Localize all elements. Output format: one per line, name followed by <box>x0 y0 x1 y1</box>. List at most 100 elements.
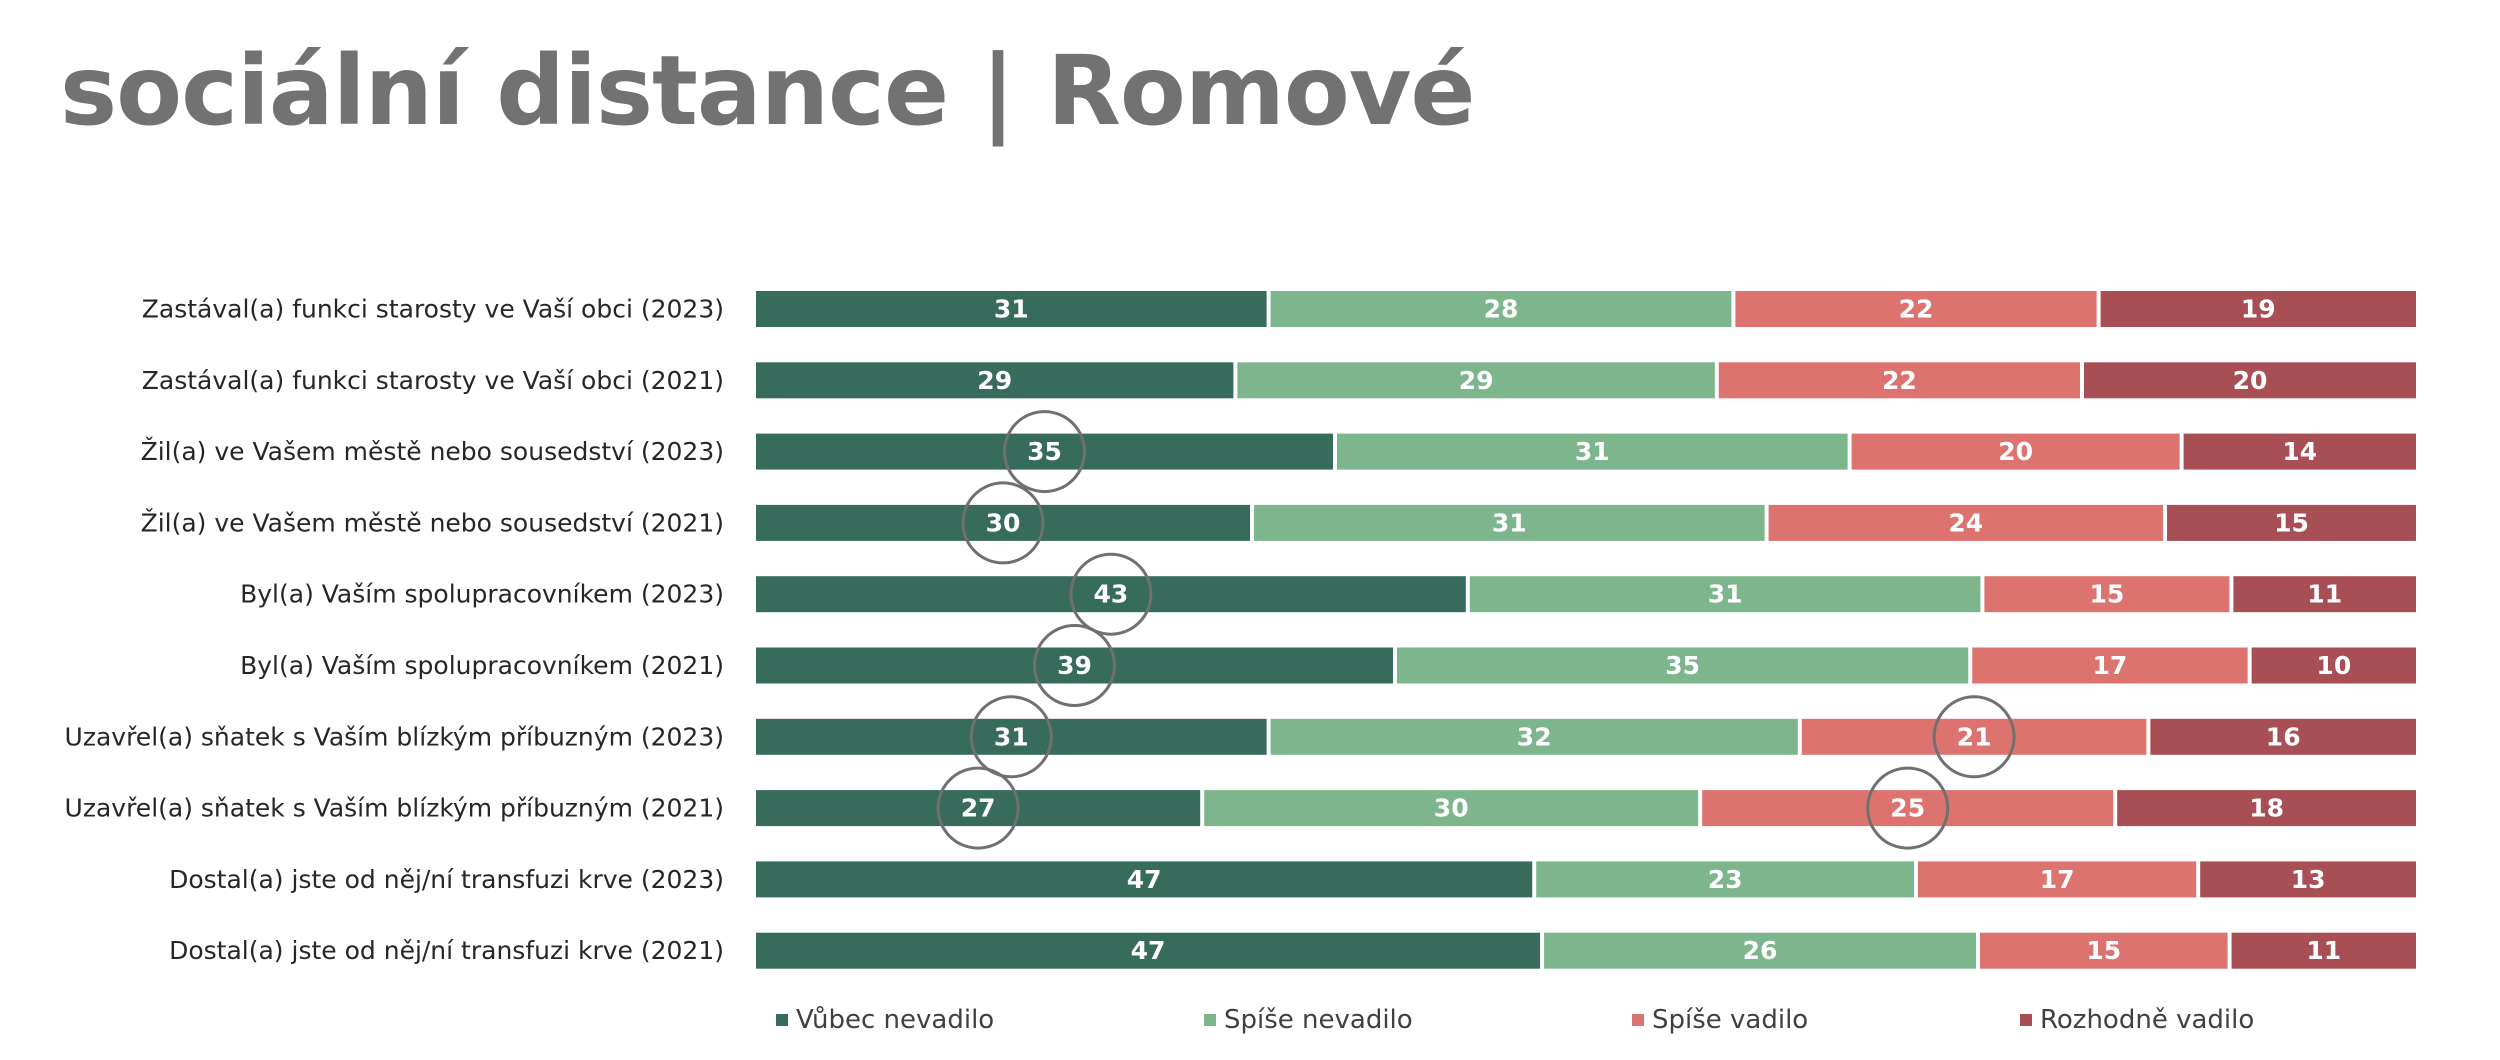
legend-swatch <box>2020 1014 2032 1026</box>
bar-segment <box>1544 932 1977 969</box>
bar-segment <box>2233 576 2416 613</box>
legend-label: Vůbec nevadilo <box>796 1005 994 1035</box>
bar-segment <box>1918 861 2197 898</box>
data-label: 26 <box>1743 936 1778 965</box>
bar-segment <box>1469 576 1981 613</box>
highlight-circle <box>1069 552 1153 636</box>
category-label: Žil(a) ve Vašem městě nebo sousedství (2… <box>141 437 724 466</box>
data-label: 27 <box>961 794 996 823</box>
bar-row: Dostal(a) jste od něj/ní transfuzi krve … <box>169 932 2416 969</box>
data-label: 30 <box>986 508 1021 537</box>
bar-segment <box>2100 291 2416 327</box>
bar-segment <box>1768 504 2163 541</box>
legend-label: Rozhodně vadilo <box>2040 1005 2254 1035</box>
bar-segment <box>756 504 1250 541</box>
bar-segment <box>2150 718 2416 755</box>
data-label: 32 <box>1517 722 1552 751</box>
category-label: Byl(a) Vaším spolupracovníkem (2023) <box>240 580 724 609</box>
bar-segment <box>1536 861 1914 898</box>
data-label: 29 <box>1459 366 1494 395</box>
data-label: 35 <box>1665 651 1700 680</box>
bar-segment <box>1254 504 1765 541</box>
data-label: 47 <box>1131 936 1166 965</box>
category-label: Dostal(a) jste od něj/ní transfuzi krve … <box>169 936 724 965</box>
data-label: 31 <box>1708 580 1743 609</box>
bar-segment <box>2183 433 2416 470</box>
data-label: 25 <box>1890 794 1925 823</box>
category-label: Zastával(a) funkci starosty ve Vaší obci… <box>142 295 724 324</box>
bar-segment <box>756 362 1234 399</box>
legend-label: Spíše nevadilo <box>1224 1005 1413 1035</box>
data-label: 16 <box>2266 722 2301 751</box>
bar-row: Žil(a) ve Vašem městě nebo sousedství (2… <box>141 433 2416 470</box>
bar-row: Byl(a) Vaším spolupracovníkem (2021) 39 35… <box>240 647 2416 684</box>
bar-row: Zastával(a) funkci starosty ve Vaší obci… <box>142 362 2416 399</box>
data-label: 43 <box>1094 580 1129 609</box>
legend-swatch <box>1632 1014 1644 1026</box>
data-label: 11 <box>2306 936 2341 965</box>
data-label: 23 <box>1708 865 1743 894</box>
bar-segment <box>756 932 1541 969</box>
data-label: 14 <box>2282 437 2317 466</box>
bar-row: Dostal(a) jste od něj/ní transfuzi krve … <box>169 861 2416 898</box>
bar-row: Byl(a) Vaším spolupracovníkem (2023) 43 31… <box>240 576 2416 613</box>
data-label: 28 <box>1484 295 1519 324</box>
data-label: 35 <box>1027 437 1062 466</box>
category-label: Dostal(a) jste od něj/ní transfuzi krve … <box>169 865 724 894</box>
highlight-circle <box>1032 624 1116 707</box>
bar-segment <box>2251 647 2416 684</box>
legend-label: Spíše vadilo <box>1652 1005 1808 1035</box>
data-label: 31 <box>1492 508 1527 537</box>
bar-row: Uzavřel(a) sňatek s Vaším blízkým příbuz… <box>65 790 2416 827</box>
bar-segment <box>756 291 1267 327</box>
bar-segment <box>1396 647 1969 684</box>
bar-segment <box>2084 362 2416 399</box>
bar-segment <box>1984 576 2230 613</box>
highlight-circle <box>1003 410 1086 494</box>
data-label: 15 <box>2274 508 2309 537</box>
data-label: 31 <box>994 295 1029 324</box>
bar-segment <box>2231 932 2416 969</box>
bar-segment <box>756 647 1393 684</box>
data-label: 39 <box>1057 651 1092 680</box>
category-label: Žil(a) ve Vašem městě nebo sousedství (2… <box>141 508 724 537</box>
data-label: 20 <box>2233 366 2268 395</box>
bar-segment <box>1270 718 1798 755</box>
data-label: 30 <box>1434 794 1469 823</box>
bar-segment <box>756 861 1533 898</box>
bar-segment <box>756 576 1466 613</box>
bar-row: Uzavřel(a) sňatek s Vaším blízkým příbuz… <box>65 718 2416 755</box>
highlight-circle <box>1932 695 2016 779</box>
data-label: 18 <box>2249 794 2284 823</box>
bar-segment <box>1980 932 2228 969</box>
data-label: 17 <box>2040 865 2075 894</box>
legend-swatch <box>1204 1014 1216 1026</box>
data-label: 31 <box>1575 437 1610 466</box>
bar-segment <box>1702 790 2114 827</box>
bar-segment <box>2200 861 2416 898</box>
highlight-circle <box>961 481 1045 565</box>
data-label: 19 <box>2241 295 2276 324</box>
data-label: 21 <box>1957 722 1992 751</box>
bar-segment <box>756 790 1201 827</box>
highlight-circle <box>1866 766 1950 850</box>
data-label: 20 <box>1998 437 2033 466</box>
category-label: Uzavřel(a) sňatek s Vaším blízkým příbuz… <box>65 722 724 751</box>
bar-segment <box>1972 647 2248 684</box>
legend-swatch <box>776 1014 788 1026</box>
bar-row: Žil(a) ve Vašem městě nebo sousedství (2… <box>141 504 2416 541</box>
bar-segment <box>2117 790 2416 827</box>
data-label: 22 <box>1882 366 1917 395</box>
data-label: 15 <box>2090 580 2125 609</box>
legend-item: Spíše vadilo <box>1632 1005 1808 1035</box>
data-label: 11 <box>2307 580 2342 609</box>
bar-segment <box>1718 362 2080 399</box>
data-label: 17 <box>2093 651 2128 680</box>
bar-segment <box>1237 362 1715 399</box>
chart-rows: Zastával(a) funkci starosty ve Vaší obci… <box>65 291 2416 969</box>
highlight-circles <box>936 410 2016 850</box>
data-label: 10 <box>2316 651 2351 680</box>
data-label: 13 <box>2291 865 2326 894</box>
data-label: 31 <box>994 722 1029 751</box>
